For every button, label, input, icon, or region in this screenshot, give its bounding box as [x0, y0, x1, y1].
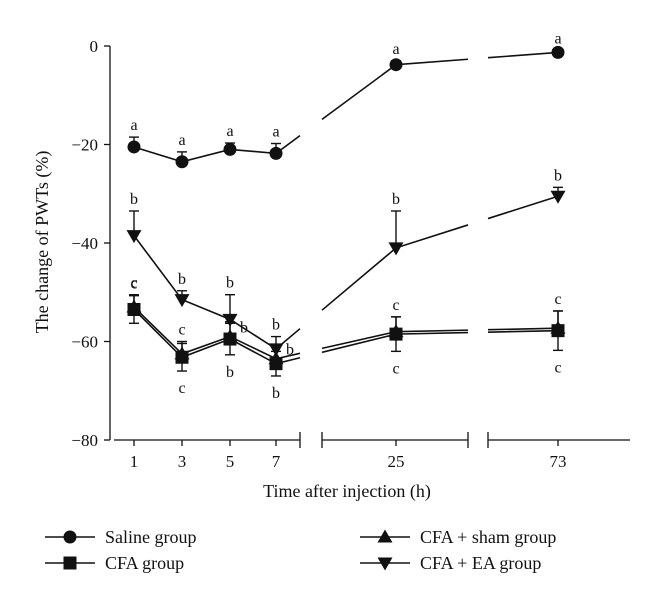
square-marker — [63, 556, 77, 570]
legend-item: CFA + EA group — [360, 553, 541, 573]
significance-label: b — [130, 191, 138, 208]
significance-label: a — [392, 41, 399, 58]
legend-label: Saline group — [105, 527, 197, 547]
triangle-up-marker — [550, 320, 566, 334]
significance-label: a — [272, 124, 279, 141]
legend-label: CFA group — [105, 553, 184, 573]
significance-label: b — [226, 364, 234, 381]
triangle-up-marker — [377, 529, 393, 543]
series-line — [133, 308, 559, 365]
significance-label: b — [178, 271, 186, 288]
triangle-up-marker — [268, 351, 284, 365]
triangle-down-marker — [174, 294, 190, 308]
y-tick-label: −80 — [71, 431, 98, 450]
significance-label: b — [240, 320, 248, 337]
triangle-up-marker — [126, 299, 142, 313]
circle-marker — [127, 140, 141, 154]
series-saline-group — [127, 45, 565, 169]
significance-label: b — [554, 167, 562, 184]
triangle-down-marker — [268, 343, 284, 357]
circle-marker — [389, 58, 403, 72]
significance-label: a — [554, 30, 561, 47]
legend-label: CFA + sham group — [420, 527, 556, 547]
series-layer — [126, 45, 566, 377]
significance-label: c — [178, 322, 185, 339]
series-line — [133, 195, 559, 350]
x-tick-label: 3 — [178, 452, 187, 471]
x-tick-label: 25 — [388, 452, 405, 471]
triangle-down-marker — [388, 242, 404, 256]
x-tick-label: 1 — [130, 452, 139, 471]
y-tick-label: −20 — [71, 136, 98, 155]
significance-label: c — [178, 380, 185, 397]
legend-item: Saline group — [45, 527, 197, 547]
legend-item: CFA + sham group — [360, 527, 556, 547]
significance-label: b — [392, 191, 400, 208]
axes-layer: 0 −20 −40 −60 −80 1 3 5 7 25 73 — [71, 37, 630, 471]
legend-label: CFA + EA group — [420, 553, 541, 573]
significance-label: c — [392, 297, 399, 314]
x-tick-label: 73 — [550, 452, 567, 471]
x-tick-label: 7 — [272, 452, 281, 471]
y-axis-title: The change of PWTs (%) — [32, 151, 53, 334]
significance-label: c — [130, 276, 137, 293]
significance-label: a — [226, 123, 233, 140]
significance-label: a — [178, 132, 185, 149]
legend: Saline group CFA group CFA + sham group CFA… — [45, 527, 556, 573]
triangle-down-marker — [377, 557, 393, 571]
triangle-down-marker — [550, 190, 566, 204]
series-cfa-ea-group — [126, 186, 566, 357]
significance-label: b — [272, 385, 280, 402]
significance-label: b — [286, 342, 294, 359]
legend-item: CFA group — [45, 553, 184, 573]
significance-label: a — [130, 117, 137, 134]
triangle-up-marker — [174, 346, 190, 360]
significance-label: c — [392, 360, 399, 377]
series-line — [133, 51, 559, 163]
y-tick-label: 0 — [90, 37, 99, 56]
y-tick-label: −40 — [71, 234, 98, 253]
circle-marker — [223, 142, 237, 156]
triangle-down-marker — [222, 313, 238, 327]
series-cfa-group — [127, 294, 565, 377]
circle-marker — [551, 45, 565, 59]
significance-label: c — [554, 291, 561, 308]
circle-marker — [175, 155, 189, 169]
circle-marker — [63, 530, 77, 544]
triangle-up-marker — [222, 329, 238, 343]
significance-label: c — [130, 275, 137, 292]
x-axis-title: Time after injection (h) — [263, 481, 431, 502]
x-tick-label: 5 — [226, 452, 235, 471]
significance-label: b — [272, 317, 280, 334]
y-tick-label: −60 — [71, 333, 98, 352]
significance-label: b — [226, 275, 234, 292]
triangle-up-marker — [388, 324, 404, 338]
significance-label: c — [554, 359, 561, 376]
circle-marker — [269, 146, 283, 160]
triangle-down-marker — [126, 230, 142, 244]
